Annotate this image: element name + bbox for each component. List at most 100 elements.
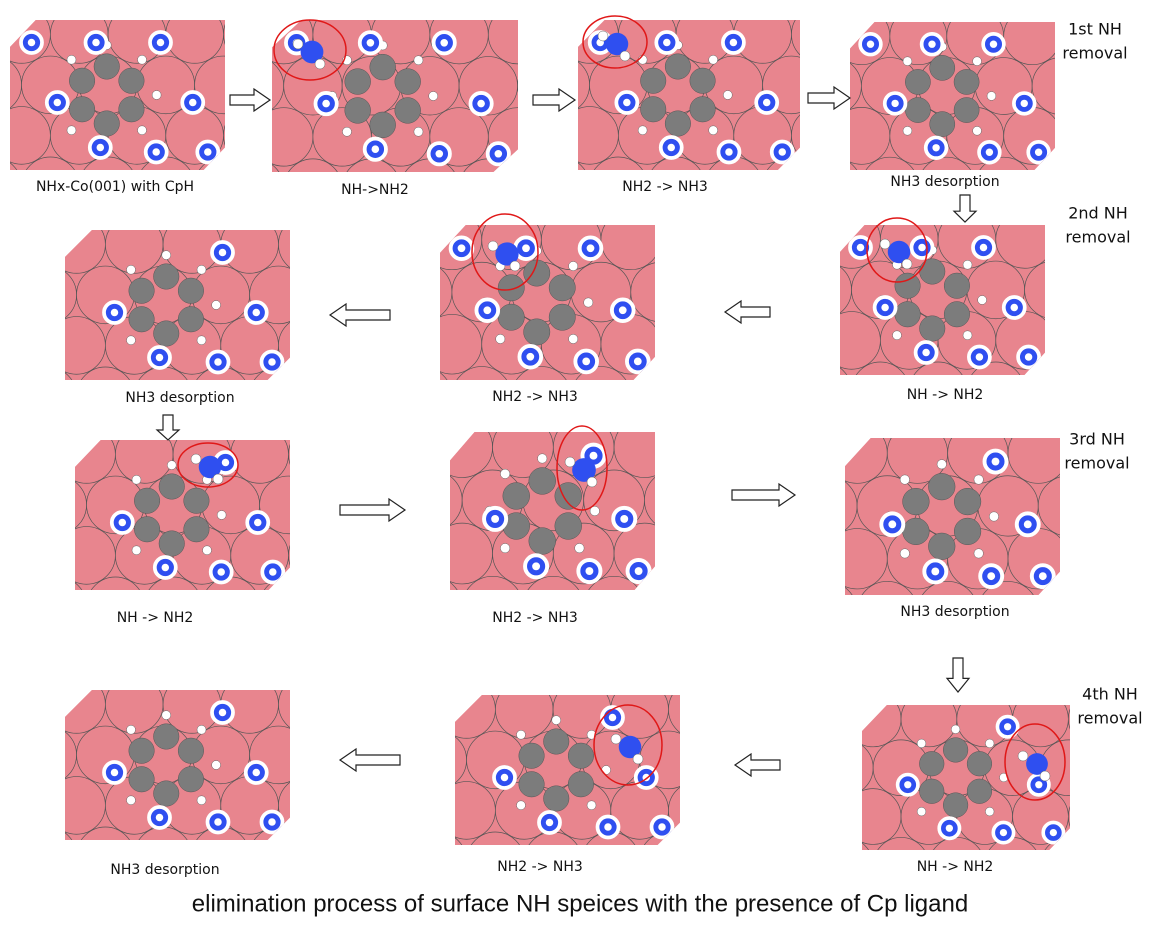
hydrogen bbox=[477, 100, 485, 108]
panel-label: NH->NH2 bbox=[341, 182, 409, 198]
hydrogen bbox=[778, 148, 786, 156]
carbon bbox=[134, 488, 160, 514]
co-atom bbox=[278, 777, 336, 835]
carbon bbox=[919, 751, 944, 776]
co-atom bbox=[250, 367, 308, 425]
hydrogen bbox=[156, 814, 164, 822]
hydrogen bbox=[1035, 781, 1042, 788]
co-atom bbox=[668, 681, 726, 739]
hydrogen bbox=[217, 568, 225, 576]
carbon bbox=[178, 767, 204, 793]
carbon bbox=[928, 533, 955, 560]
hydrogen bbox=[1000, 829, 1007, 836]
arrow bbox=[340, 749, 400, 771]
co-atom bbox=[766, 576, 827, 637]
hydrogen bbox=[203, 546, 212, 555]
hydrogen bbox=[212, 301, 221, 310]
hydrogen bbox=[892, 331, 901, 340]
co-atom bbox=[582, 832, 640, 890]
hydrogen bbox=[268, 358, 276, 366]
hydrogen bbox=[620, 515, 628, 523]
stage-label: removal bbox=[1064, 454, 1129, 473]
co-atom bbox=[307, 827, 365, 885]
hydrogen bbox=[980, 244, 988, 252]
co-atom bbox=[523, 576, 584, 637]
hydrogen bbox=[138, 126, 147, 135]
hydrogen bbox=[992, 458, 1000, 466]
hydrogen bbox=[119, 519, 127, 527]
hydrogen bbox=[723, 91, 732, 100]
co-atom bbox=[790, 789, 846, 845]
co-atom bbox=[0, 527, 58, 585]
co-atom bbox=[804, 157, 861, 214]
hydrogen bbox=[986, 149, 993, 156]
co-atom bbox=[1053, 312, 1111, 370]
co-atom bbox=[392, 367, 452, 427]
carbon bbox=[544, 786, 570, 812]
co-atom bbox=[317, 577, 375, 635]
co-atom bbox=[278, 676, 336, 734]
co-atom bbox=[705, 576, 766, 637]
hydrogen bbox=[1050, 829, 1057, 836]
co-atom bbox=[765, 211, 823, 269]
arrow bbox=[230, 89, 270, 111]
hydrogen bbox=[663, 39, 671, 47]
carbon bbox=[920, 316, 946, 342]
co-atom bbox=[432, 417, 493, 478]
carbon bbox=[498, 275, 524, 301]
co-atom bbox=[495, 681, 553, 739]
carbon bbox=[178, 278, 204, 304]
hydrogen bbox=[725, 148, 733, 156]
carbon bbox=[967, 751, 992, 776]
carbon bbox=[154, 321, 180, 347]
carbon bbox=[154, 264, 180, 290]
co-atom bbox=[371, 523, 432, 584]
panel-label: NH3 desorption bbox=[110, 862, 219, 878]
co-atom bbox=[827, 423, 887, 483]
hydrogen bbox=[587, 244, 595, 252]
co-atom bbox=[791, 6, 849, 64]
carbon bbox=[640, 97, 666, 123]
hydrogen bbox=[658, 823, 666, 831]
co-atom bbox=[720, 314, 780, 374]
co-atom bbox=[278, 216, 336, 274]
hydrogen bbox=[222, 459, 230, 467]
co-atom bbox=[363, 314, 423, 374]
co-atom bbox=[29, 476, 87, 534]
carbon bbox=[903, 518, 930, 545]
hydrogen bbox=[667, 144, 675, 152]
co-atom bbox=[797, 476, 857, 536]
hydrogen bbox=[213, 474, 223, 484]
co-atom bbox=[202, 577, 260, 635]
hydrogen bbox=[152, 91, 161, 100]
hydrogen bbox=[584, 298, 593, 307]
hydrogen bbox=[496, 334, 505, 343]
hydrogen bbox=[491, 515, 499, 523]
co-atom bbox=[19, 266, 77, 324]
carbon bbox=[395, 69, 421, 95]
co-atom bbox=[1061, 107, 1118, 164]
carbon bbox=[895, 302, 921, 328]
co-atom bbox=[284, 159, 342, 217]
hydrogen bbox=[611, 734, 621, 744]
carbon bbox=[519, 772, 545, 798]
co-atom bbox=[767, 529, 827, 589]
co-atom bbox=[0, 426, 58, 484]
panel bbox=[0, 426, 433, 635]
caption: elimination process of surface NH speice… bbox=[192, 890, 968, 917]
co-atom bbox=[144, 577, 202, 635]
carbon bbox=[568, 743, 594, 769]
co-atom bbox=[1038, 581, 1098, 641]
hydrogen bbox=[963, 260, 972, 269]
co-atom bbox=[794, 362, 852, 420]
co-atom bbox=[631, 367, 691, 427]
panel-label: NH2 -> NH3 bbox=[492, 610, 578, 626]
co-atom bbox=[392, 262, 452, 322]
panel-label: NHx-Co(001) with CpH bbox=[36, 179, 194, 195]
co-atom bbox=[675, 523, 736, 584]
panel bbox=[0, 676, 423, 885]
hydrogen bbox=[197, 725, 206, 734]
co-atom bbox=[1038, 476, 1098, 536]
co-atom bbox=[755, 832, 813, 890]
co-atom bbox=[1146, 58, 1159, 115]
